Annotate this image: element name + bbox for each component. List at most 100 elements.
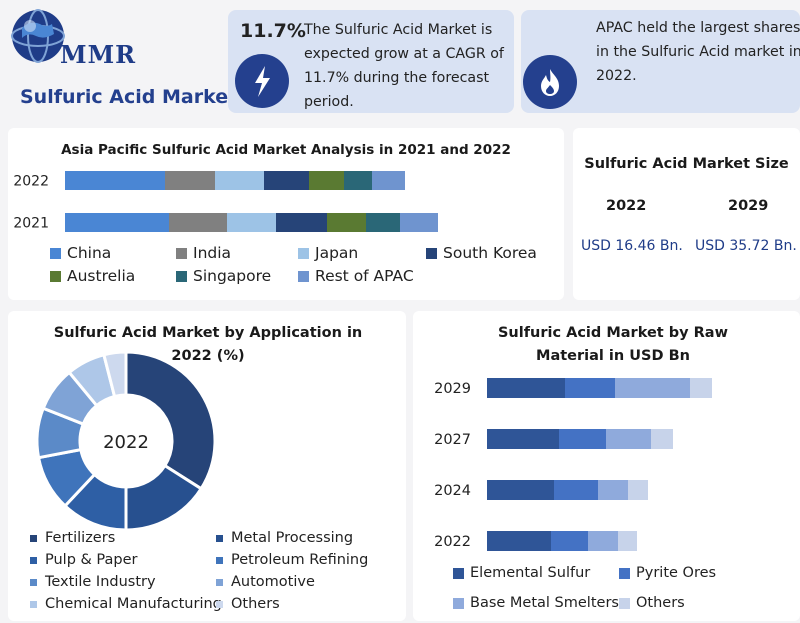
legend-label: Austrelia	[67, 267, 136, 285]
apac-chart-title: Asia Pacific Sulfuric Acid Market Analys…	[61, 142, 511, 158]
bar-japan-2022	[215, 171, 264, 190]
legend-swatch	[619, 597, 630, 609]
cagr-card: 11.7% The Sulfuric Acid Market is expect…	[228, 10, 514, 113]
bar-china-2021	[65, 213, 169, 232]
tick-label-2024: 2024	[434, 483, 471, 499]
slice-fertilizers	[124, 350, 217, 491]
legend-item-chemical-manufacturing: Chemical Manufacturing	[30, 596, 222, 612]
bar-elemental-sulfur-2027	[487, 429, 559, 449]
bar-elemental-sulfur-2029	[487, 378, 565, 398]
bar-base-metal-smelters-2022	[588, 531, 618, 551]
tick-label-2021: 2021	[13, 216, 49, 232]
market-size-title: Sulfuric Acid Market Size	[584, 156, 789, 172]
size-value-2022: USD 16.46 Bn.	[581, 238, 683, 254]
legend-label: India	[193, 244, 232, 262]
legend-swatch	[50, 270, 61, 282]
legend-label: Automotive	[231, 574, 315, 590]
size-year-2022: 2022	[606, 198, 647, 214]
legend-swatch	[453, 597, 464, 609]
bar-china-2022	[65, 171, 165, 190]
bar-others-2029	[690, 378, 712, 398]
legend-item-singapore: Singapore	[176, 267, 271, 285]
slice-others	[102, 350, 128, 399]
legend-item-japan: Japan	[298, 244, 358, 262]
legend-swatch	[216, 600, 223, 608]
legend-label: Others	[636, 595, 685, 611]
legend-item-south-korea: South Korea	[426, 244, 537, 262]
bar-base-metal-smelters-2024	[598, 480, 628, 500]
apac-card: APAC held the largest shares in the Sulf…	[521, 10, 800, 113]
size-year-2029: 2029	[728, 198, 769, 214]
legend-item-pyrite-ores: Pyrite Ores	[619, 565, 716, 581]
legend-swatch	[216, 556, 223, 564]
legend-label: Metal Processing	[231, 530, 354, 546]
mmr-logo: MMR	[8, 6, 188, 76]
tick-label-2022: 2022	[13, 174, 49, 190]
bar-rest-of-apac-2021	[400, 213, 438, 232]
legend-swatch	[216, 534, 223, 542]
cagr-text: The Sulfuric Acid Market is expected gro…	[304, 22, 504, 110]
market-size-panel: Sulfuric Acid Market Size 2022 2029 USD …	[573, 128, 800, 300]
bar-base-metal-smelters-2027	[606, 429, 651, 449]
legend-swatch	[216, 578, 223, 586]
legend-swatch	[30, 600, 37, 608]
legend-swatch	[30, 556, 37, 564]
legend-label: China	[67, 244, 112, 262]
legend-swatch	[30, 534, 37, 542]
application-chart-panel: Sulfuric Acid Market by Application in 2…	[8, 311, 406, 621]
legend-item-elemental-sulfur: Elemental Sulfur	[453, 565, 590, 581]
bar-singapore-2021	[366, 213, 400, 232]
bar-pyrite-ores-2022	[551, 531, 588, 551]
size-value-2029: USD 35.72 Bn.	[695, 238, 797, 254]
bar-south-korea-2021	[276, 213, 327, 232]
legend-label: Pyrite Ores	[636, 565, 717, 581]
tick-label-2027: 2027	[434, 432, 471, 448]
legend-label: Chemical Manufacturing	[45, 596, 222, 612]
legend-label: Elemental Sulfur	[470, 565, 591, 581]
legend-swatch	[453, 567, 464, 579]
legend-item-metal-processing: Metal Processing	[216, 530, 353, 546]
globe-icon	[11, 9, 65, 63]
raw-material-legend: Elemental Sulfur Pyrite Ores Base Metal Sm…	[453, 565, 793, 619]
apac-chart-panel: Asia Pacific Sulfuric Acid Market Analys…	[8, 128, 564, 300]
bar-singapore-2022	[344, 171, 372, 190]
apac-bar-chart: 2022 2021	[13, 171, 438, 232]
apac-legend: China India Japan South Korea Austrelia Singa…	[50, 244, 550, 294]
bar-others-2027	[651, 429, 673, 449]
legend-item-india: India	[176, 244, 231, 262]
legend-swatch	[619, 567, 630, 579]
legend-item-textile-industry: Textile Industry	[30, 574, 156, 590]
lightning-bolt-icon	[235, 54, 289, 108]
legend-item-others: Others	[619, 595, 685, 611]
tick-label-2022: 2022	[434, 534, 471, 550]
legend-label: Singapore	[193, 267, 272, 285]
legend-swatch	[426, 247, 437, 259]
application-chart-title: Sulfuric Acid Market by Application in 2…	[53, 325, 363, 364]
legend-swatch	[176, 270, 187, 282]
cagr-value: 11.7%	[240, 20, 306, 42]
legend-item-others: Others	[216, 596, 280, 612]
legend-label: Base Metal Smelters	[470, 595, 619, 611]
bar-india-2021	[169, 213, 227, 232]
bar-pyrite-ores-2027	[559, 429, 606, 449]
bar-south-korea-2022	[264, 171, 309, 190]
legend-swatch	[50, 247, 61, 259]
bar-others-2022	[618, 531, 637, 551]
bar-elemental-sulfur-2024	[487, 480, 554, 500]
legend-item-rest-of-apac: Rest of APAC	[298, 267, 414, 285]
application-donut-chart: 2022	[35, 350, 217, 532]
legend-item-base-metal-smelters: Base Metal Smelters	[453, 595, 619, 611]
raw-material-chart-title: Sulfuric Acid Market by Raw Material in …	[497, 325, 728, 364]
legend-item-automotive: Automotive	[216, 574, 315, 590]
bar-austrelia-2021	[327, 213, 366, 232]
legend-label: Japan	[315, 244, 359, 262]
legend-label: South Korea	[443, 244, 537, 262]
raw-material-bar-chart: 2029 2027 2024 2022	[434, 378, 712, 551]
donut-center-label: 2022	[103, 432, 149, 453]
legend-swatch	[176, 247, 187, 259]
legend-swatch	[298, 270, 309, 282]
legend-item-fertilizers: Fertilizers	[30, 530, 115, 546]
bar-rest-of-apac-2022	[372, 171, 405, 190]
legend-item-austrelia: Austrelia	[50, 267, 135, 285]
bar-austrelia-2022	[309, 171, 344, 190]
